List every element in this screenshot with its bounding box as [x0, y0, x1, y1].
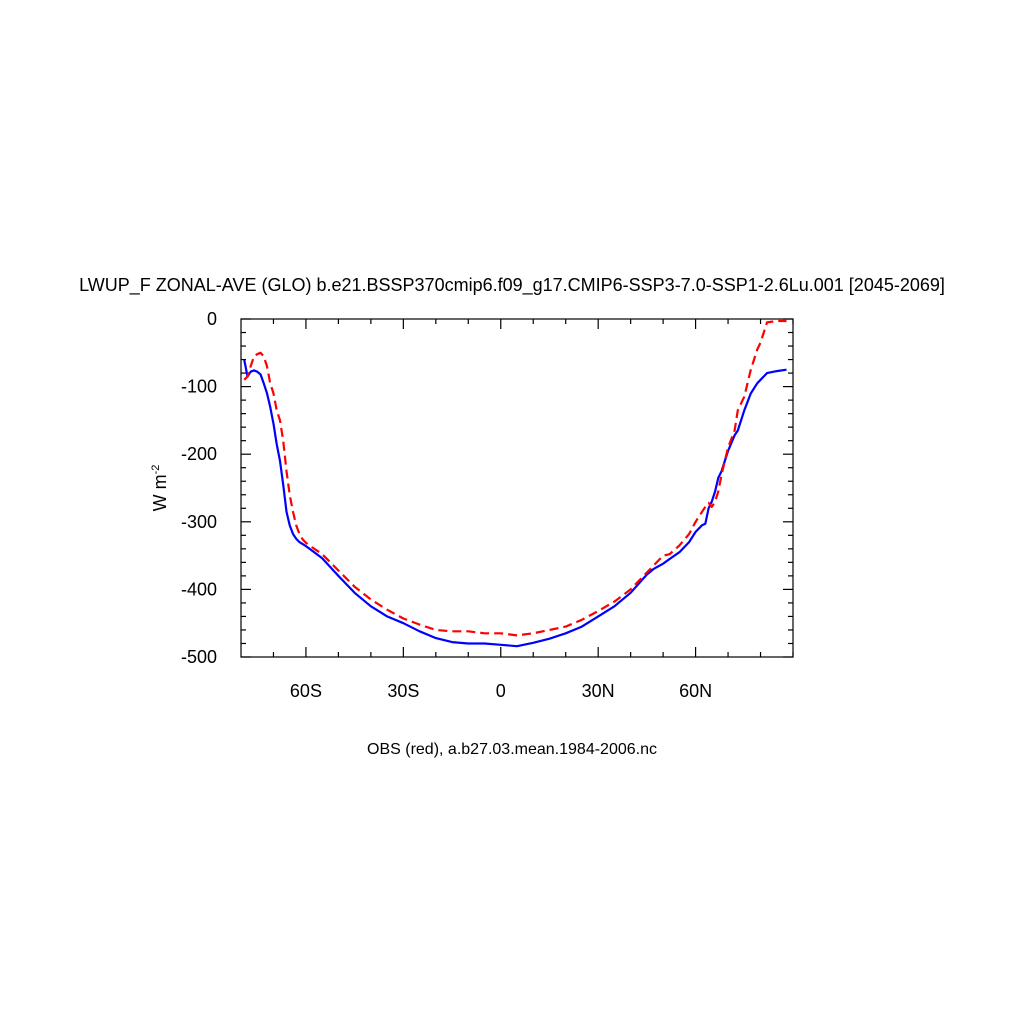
- plot-frame: [240, 318, 794, 658]
- y-axis-unit-superscript: -2: [150, 465, 162, 475]
- y-tick-label: -200: [181, 444, 217, 464]
- x-tick-label: 60N: [679, 681, 712, 701]
- chart-title: LWUP_F ZONAL-AVE (GLO) b.e21.BSSP370cmip…: [79, 275, 945, 296]
- y-tick-label: -400: [181, 579, 217, 599]
- x-tick-label: 30N: [582, 681, 615, 701]
- chart-footnote: OBS (red), a.b27.03.mean.1984-2006.nc: [367, 741, 657, 758]
- y-tick-label: -100: [181, 377, 217, 397]
- y-tick-label: 0: [207, 309, 217, 329]
- y-tick-label: -500: [181, 647, 217, 667]
- x-tick-label: 30S: [387, 681, 419, 701]
- y-axis-unit: W m: [150, 474, 170, 511]
- y-tick-label: -300: [181, 512, 217, 532]
- series-line-1: [243, 319, 787, 637]
- x-tick-label: 0: [496, 681, 506, 701]
- series-line-0: [243, 359, 787, 648]
- x-tick-label: 60S: [290, 681, 322, 701]
- y-axis-label: W m-2: [150, 465, 170, 512]
